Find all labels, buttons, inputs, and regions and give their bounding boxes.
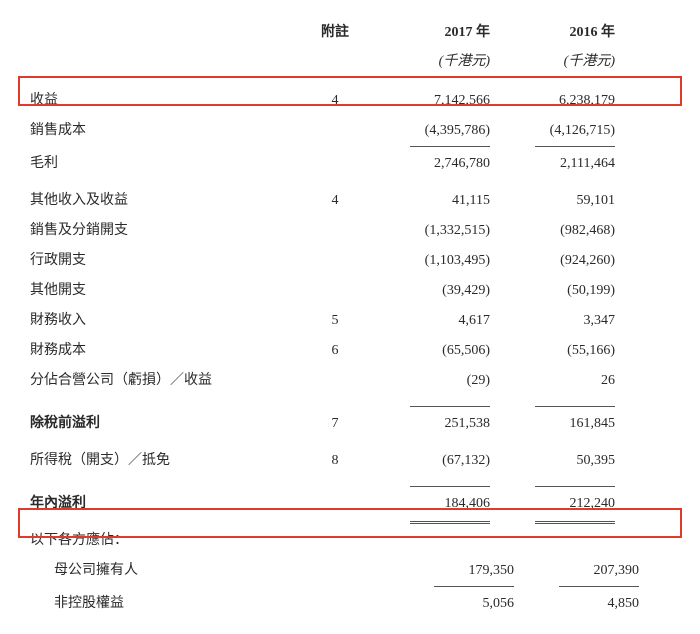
row-jv-share: 分佔合營公司（虧損）／收益 (29) 26 — [30, 366, 660, 396]
hdr-year2: 2016 年 — [490, 18, 615, 48]
header-row-1: 附註 2017 年 2016 年 — [30, 18, 660, 48]
row-finance-income: 財務收入 5 4,617 3,347 — [30, 306, 660, 336]
hdr-note: 附註 — [305, 18, 365, 48]
row-other-income: 其他收入及收益 4 41,115 59,101 — [30, 186, 660, 216]
row-attributable-heading: 以下各方應佔： — [30, 526, 660, 556]
row-selling-expense: 銷售及分銷開支 (1,332,515) (982,468) — [30, 216, 660, 246]
row-profit-for-year: 年內溢利 184,406 212,240 — [30, 486, 660, 516]
row-gross-profit: 毛利 2,746,780 2,111,464 — [30, 146, 660, 176]
row-revenue: 收益 4 7,142,566 6,238,179 — [30, 86, 660, 116]
row-owners: 母公司擁有人 179,350 207,390 — [30, 556, 660, 586]
hdr-year1: 2017 年 — [365, 18, 490, 48]
income-statement-table: 附註 2017 年 2016 年 (千港元) (千港元) 收益 4 7,142,… — [0, 0, 700, 634]
row-finance-cost: 財務成本 6 (65,506) (55,166) — [30, 336, 660, 366]
header-row-2: (千港元) (千港元) — [30, 48, 660, 76]
row-nci: 非控股權益 5,056 4,850 — [30, 586, 660, 616]
row-profit-before-tax: 除稅前溢利 7 251,538 161,845 — [30, 406, 660, 436]
hdr-unit2: (千港元) — [490, 48, 615, 76]
row-cogs: 銷售成本 (4,395,786) (4,126,715) — [30, 116, 660, 146]
row-admin-expense: 行政開支 (1,103,495) (924,260) — [30, 246, 660, 276]
row-other-expense: 其他開支 (39,429) (50,199) — [30, 276, 660, 306]
label-revenue: 收益 — [30, 86, 305, 116]
row-income-tax: 所得稅（開支）／抵免 8 (67,132) 50,395 — [30, 446, 660, 476]
hdr-unit1: (千港元) — [365, 48, 490, 76]
